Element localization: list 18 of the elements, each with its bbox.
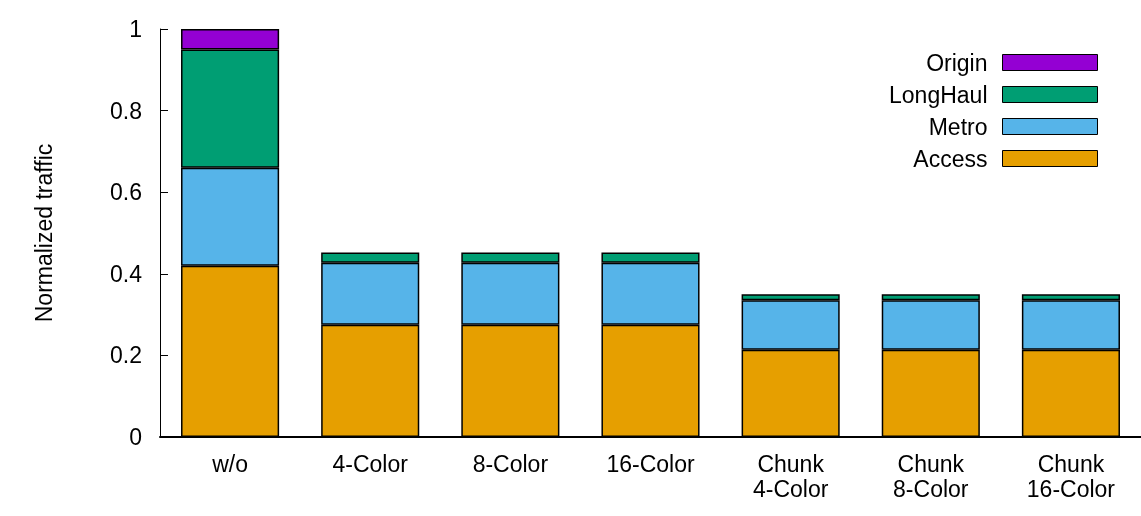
y-tick-label: 0.4 bbox=[110, 260, 143, 287]
y-tick-label: 0.2 bbox=[110, 342, 142, 369]
x-tick-label: Chunk 16-Color bbox=[1026, 450, 1116, 502]
y-tick-label: 1 bbox=[129, 16, 142, 42]
x-tick-label: Chunk 8-Color bbox=[893, 450, 969, 502]
legend-label: Origin bbox=[926, 49, 988, 76]
x-tick-label: w/o bbox=[211, 450, 248, 477]
x-tick-label: 16-Color bbox=[606, 450, 695, 477]
y-tick-label: 0 bbox=[129, 424, 142, 450]
legend-label: Metro bbox=[928, 113, 988, 140]
x-tick-label: Chunk 4-Color bbox=[752, 450, 829, 502]
y-axis-title: Normalized traffic bbox=[30, 143, 57, 323]
x-tick-label: 8-Color bbox=[472, 450, 549, 477]
legend-label: Access bbox=[913, 145, 988, 172]
x-tick-label: 4-Color bbox=[332, 450, 409, 477]
y-tick-label: 0.6 bbox=[110, 179, 142, 206]
y-tick-label: 0.8 bbox=[110, 97, 142, 124]
legend-label: LongHaul bbox=[889, 81, 988, 108]
